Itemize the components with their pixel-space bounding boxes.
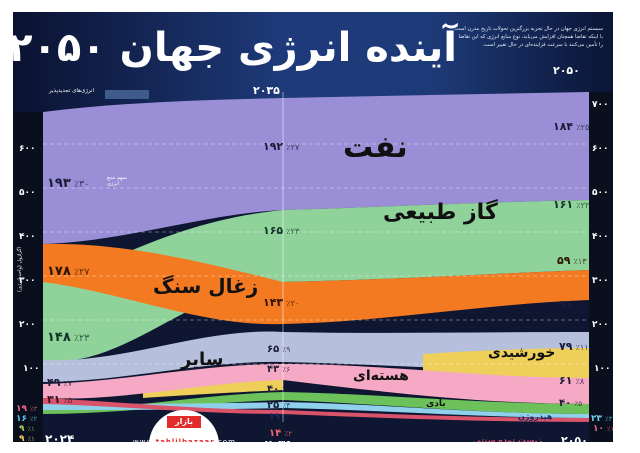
value-2035-solar: ۴۰ ٪۶ xyxy=(267,384,291,395)
value-2024-oil: ۱۹۳ ٪۳۰ xyxy=(47,176,90,191)
tick-left: ۴۰۰ xyxy=(19,232,36,242)
infographic: آینده انرژی جهان ۲۰۵۰ سیستم انرژی جهان د… xyxy=(13,12,613,442)
tick-left: ۲۰۰ xyxy=(19,320,36,330)
value-2050-gas: ۱۶۱ ٪۲۲ xyxy=(553,198,590,211)
value-2024-gas: ۱۴۸ ٪۲۳ xyxy=(47,330,90,345)
page-title: آینده انرژی جهان ۲۰۵۰ xyxy=(13,25,457,71)
value-2035-biomass: ۱۴ ٪۲ xyxy=(269,428,293,439)
label-nuclear: هسته‌ای xyxy=(353,368,409,384)
brand-url[interactable]: www.tahlilbazaar.com xyxy=(133,438,236,442)
share-caption: سهم منبع انرژی xyxy=(107,175,127,187)
value-2024-other: ۴۹ ٪۷ xyxy=(47,376,73,389)
value-2035-wind: ۲۵ ٪۴ xyxy=(267,400,291,411)
value-2035-coal: ۱۴۳ ٪۲۰ xyxy=(263,296,300,309)
value-2024-s3: ۹ ٪۱ xyxy=(19,424,35,434)
year-2050-top: ۲۰۵۰ xyxy=(553,64,580,77)
label-oil: نفت xyxy=(343,130,408,165)
year-2050-bottom: ۲۰۵۰ xyxy=(561,434,588,442)
tick-right: ۶۰۰ xyxy=(592,144,609,154)
right-axis xyxy=(589,92,613,442)
value-2035-other: ۶۵ ٪۹ xyxy=(267,344,291,355)
legend-swatch-renewables xyxy=(105,90,149,99)
value-2050-other: ۹۱ ٪۱۲ xyxy=(559,298,589,311)
label-biomass: زیست توده سنتی xyxy=(473,436,543,442)
tick-left: ۳۰۰ xyxy=(19,276,36,286)
value-2050-biomass: ۱۰ ٪۱ xyxy=(593,424,613,434)
tick-left: ۵۰۰ xyxy=(19,188,36,198)
logo-text: بازار xyxy=(167,416,201,428)
value-2050-nuclear: ۶۱ ٪۸ xyxy=(559,374,585,387)
tick-right: ۲۰۰ xyxy=(592,320,609,330)
label-wind: بادی xyxy=(426,399,446,409)
value-2024-s1: ۱۹ ٪۳ xyxy=(16,404,38,414)
label-other: سایر xyxy=(181,349,224,370)
value-2035-hydrogen: ۱۹ ٪۳ xyxy=(269,412,291,422)
value-2050-coal: ۵۹ ٪۱۳ xyxy=(557,254,587,267)
value-2024-s2: ۱۶ ٪۲ xyxy=(16,414,38,424)
tick-left: ۱۰۰ xyxy=(23,364,40,374)
value-2050-oil: ۱۸۴ ٪۲۵ xyxy=(553,120,590,133)
left-axis xyxy=(13,112,43,442)
tick-right: ۱۰۰ xyxy=(594,364,611,374)
tick-right: ۴۰۰ xyxy=(592,232,609,242)
description: سیستم انرژی جهان در حال تجربه بزرگترین ت… xyxy=(453,26,603,48)
label-hydrogen: هیدروژن xyxy=(518,412,553,421)
tick-left: ۶۰۰ xyxy=(19,144,36,154)
tick-right: ۷۰۰ xyxy=(592,100,609,110)
value-2035-gas: ۱۶۵ ٪۲۳ xyxy=(263,224,300,237)
value-2050-solar: ۷۹ ٪۱۱ xyxy=(559,340,589,353)
label-coal: زغال سنگ xyxy=(153,274,259,298)
value-2050-wind: ۴۰ ٪۵ xyxy=(559,398,583,409)
tick-right: ۵۰۰ xyxy=(592,188,609,198)
year-2035-top: ۲۰۳۵ xyxy=(253,84,280,97)
value-2024-s4: ۹ ٪۱ xyxy=(19,434,35,442)
value-2035-oil: ۱۹۲ ٪۲۷ xyxy=(263,140,300,153)
value-2024-nuclear: ۳۱ ٪۵ xyxy=(47,393,73,406)
year-2024-bottom: ۲۰۲۴ xyxy=(45,432,75,442)
value-2024-coal: ۱۷۸ ٪۲۷ xyxy=(47,264,90,279)
stacked-flow-chart xyxy=(43,92,589,422)
label-solar: خورشیدی xyxy=(488,345,556,361)
value-2035-nuclear: ۴۳ ٪۶ xyxy=(267,364,291,375)
tick-right: ۳۰۰ xyxy=(592,276,609,286)
year-2035-bottom: ۲۰۳۵ xyxy=(265,438,292,442)
value-2050-hydrogen: ۲۳ ٪۳ xyxy=(591,414,613,424)
legend-label-renewables: انرژی‌های تجدیدپذیر xyxy=(49,88,95,94)
label-gas: گاز طبیعی xyxy=(383,200,498,225)
